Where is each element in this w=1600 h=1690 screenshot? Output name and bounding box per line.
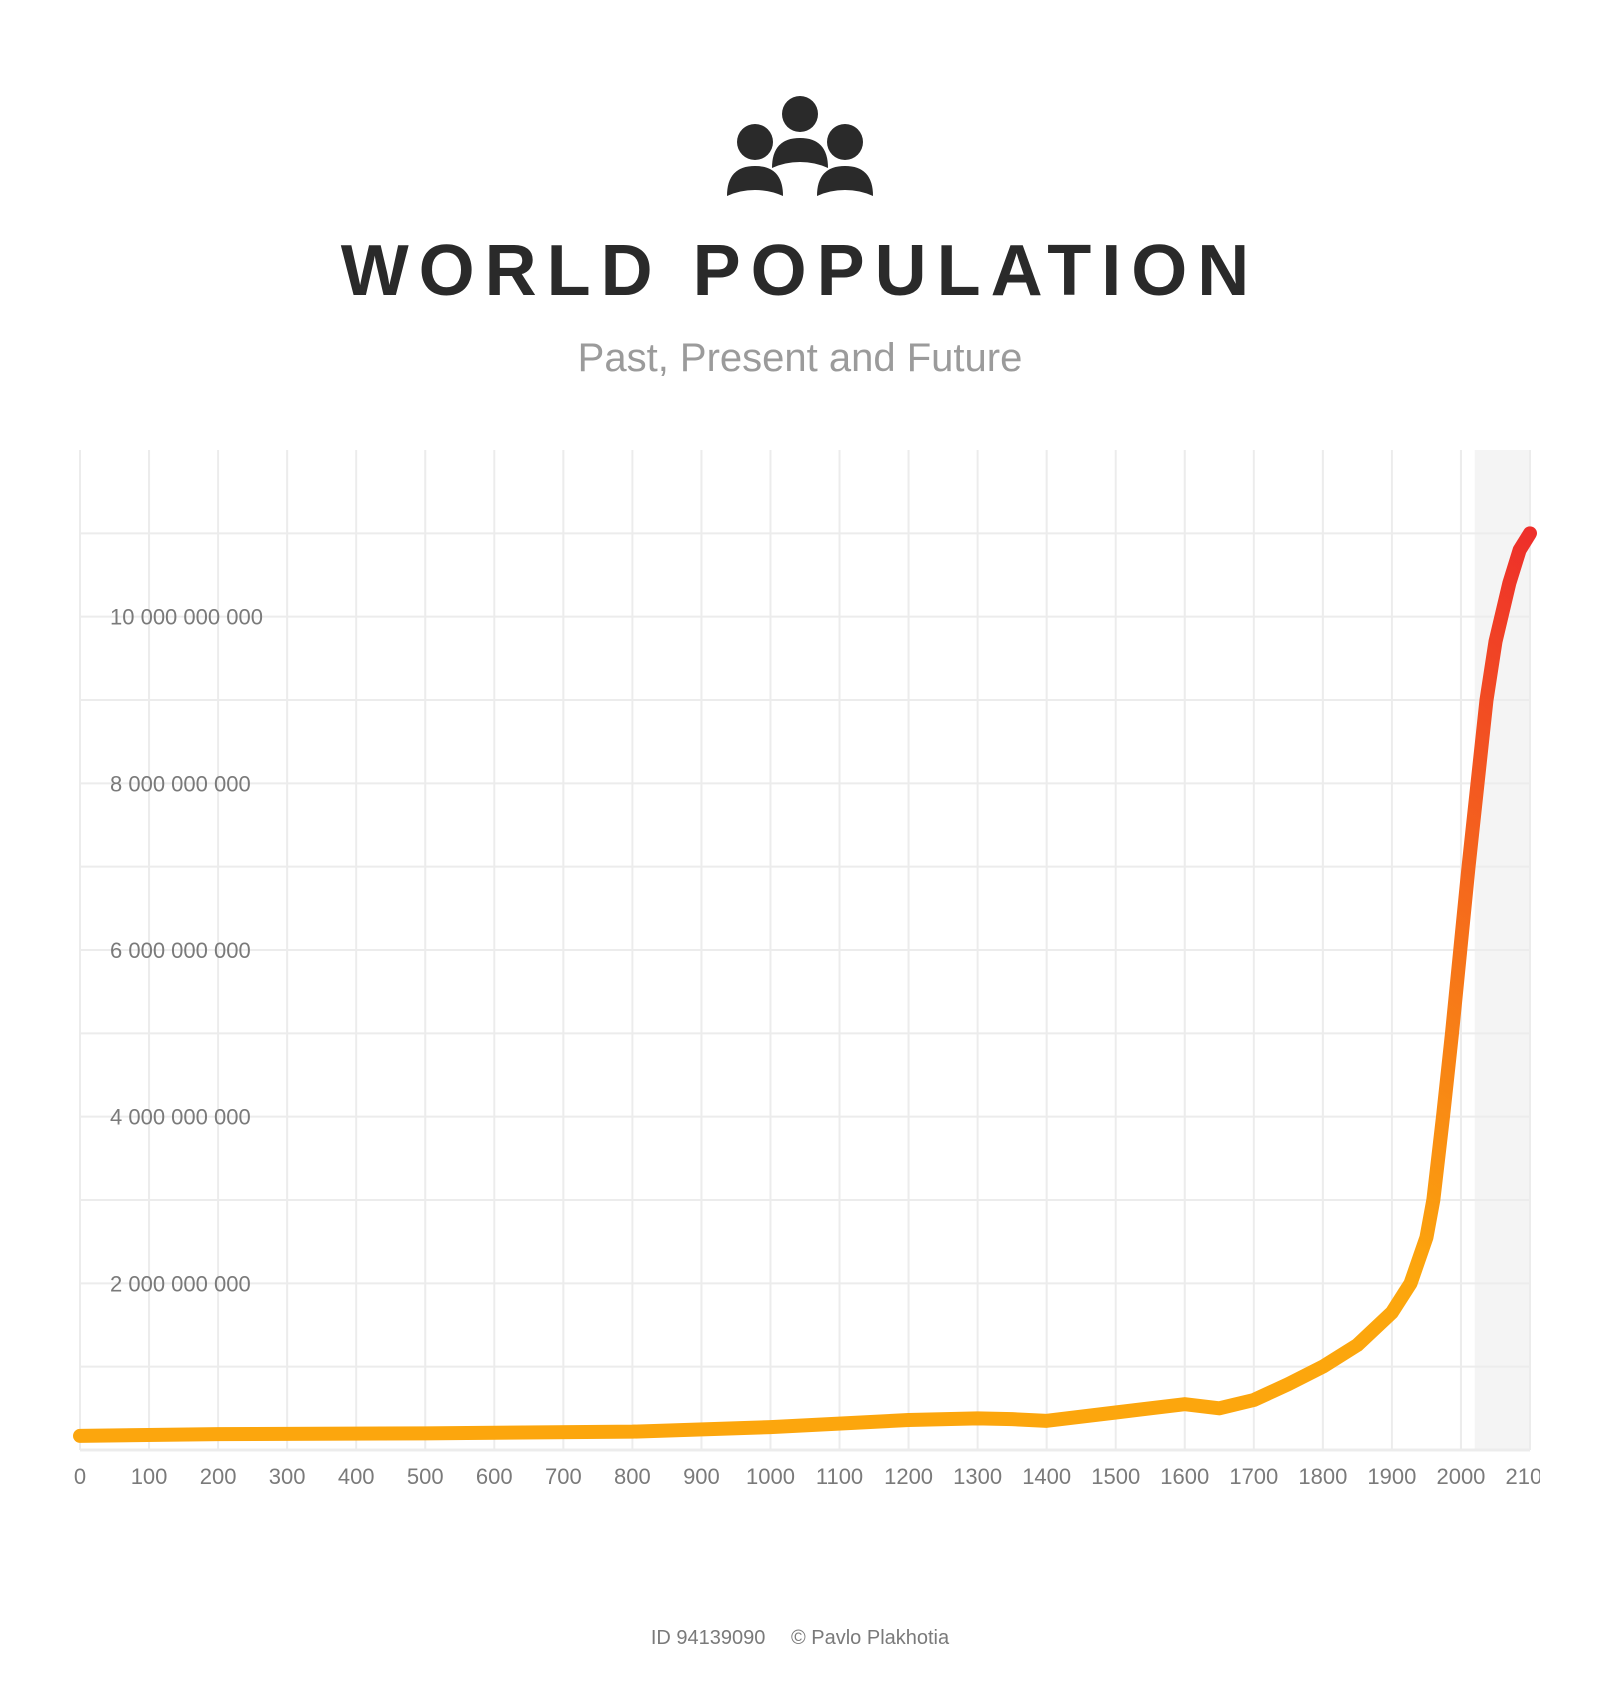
header: WORLD POPULATION Past, Present and Futur… [0, 0, 1600, 381]
x-tick-label: 0 [74, 1464, 86, 1489]
x-tick-label: 300 [269, 1464, 306, 1489]
attribution: ID 94139090 Pavlo Plakhotia [0, 1627, 1600, 1650]
population-line [80, 533, 1530, 1435]
x-tick-label: 1000 [746, 1464, 795, 1489]
x-tick-label: 1200 [884, 1464, 933, 1489]
x-tick-label: 1800 [1298, 1464, 1347, 1489]
x-tick-label: 1900 [1367, 1464, 1416, 1489]
x-tick-label: 1600 [1160, 1464, 1209, 1489]
x-tick-label: 1400 [1022, 1464, 1071, 1489]
image-id: ID 94139090 [651, 1627, 766, 1649]
y-tick-label: 2 000 000 000 [110, 1271, 251, 1296]
page: WORLD POPULATION Past, Present and Futur… [0, 0, 1600, 1690]
x-tick-label: 900 [683, 1464, 720, 1489]
x-tick-label: 200 [200, 1464, 237, 1489]
chart-title: WORLD POPULATION [0, 230, 1600, 312]
x-tick-label: 600 [476, 1464, 513, 1489]
author-name: Pavlo Plakhotia [791, 1627, 949, 1649]
x-tick-label: 800 [614, 1464, 651, 1489]
x-tick-label: 2100 [1506, 1464, 1540, 1489]
x-tick-label: 700 [545, 1464, 582, 1489]
chart-subtitle: Past, Present and Future [0, 336, 1600, 381]
x-tick-label: 500 [407, 1464, 444, 1489]
x-tick-label: 1700 [1229, 1464, 1278, 1489]
x-tick-label: 400 [338, 1464, 375, 1489]
x-tick-label: 1100 [816, 1464, 863, 1489]
y-tick-label: 10 000 000 000 [110, 605, 263, 630]
y-tick-label: 6 000 000 000 [110, 938, 251, 963]
x-tick-label: 1500 [1091, 1464, 1140, 1489]
y-tick-label: 4 000 000 000 [110, 1105, 251, 1130]
chart: 2 000 000 000 4 000 000 000 6 000 000 000 8… [60, 440, 1540, 1500]
y-tick-label: 8 000 000 000 [110, 771, 251, 796]
people-icon [0, 90, 1600, 200]
x-tick-label: 1300 [953, 1464, 1002, 1489]
x-tick-label: 100 [131, 1464, 168, 1489]
x-tick-label: 2000 [1436, 1464, 1485, 1489]
